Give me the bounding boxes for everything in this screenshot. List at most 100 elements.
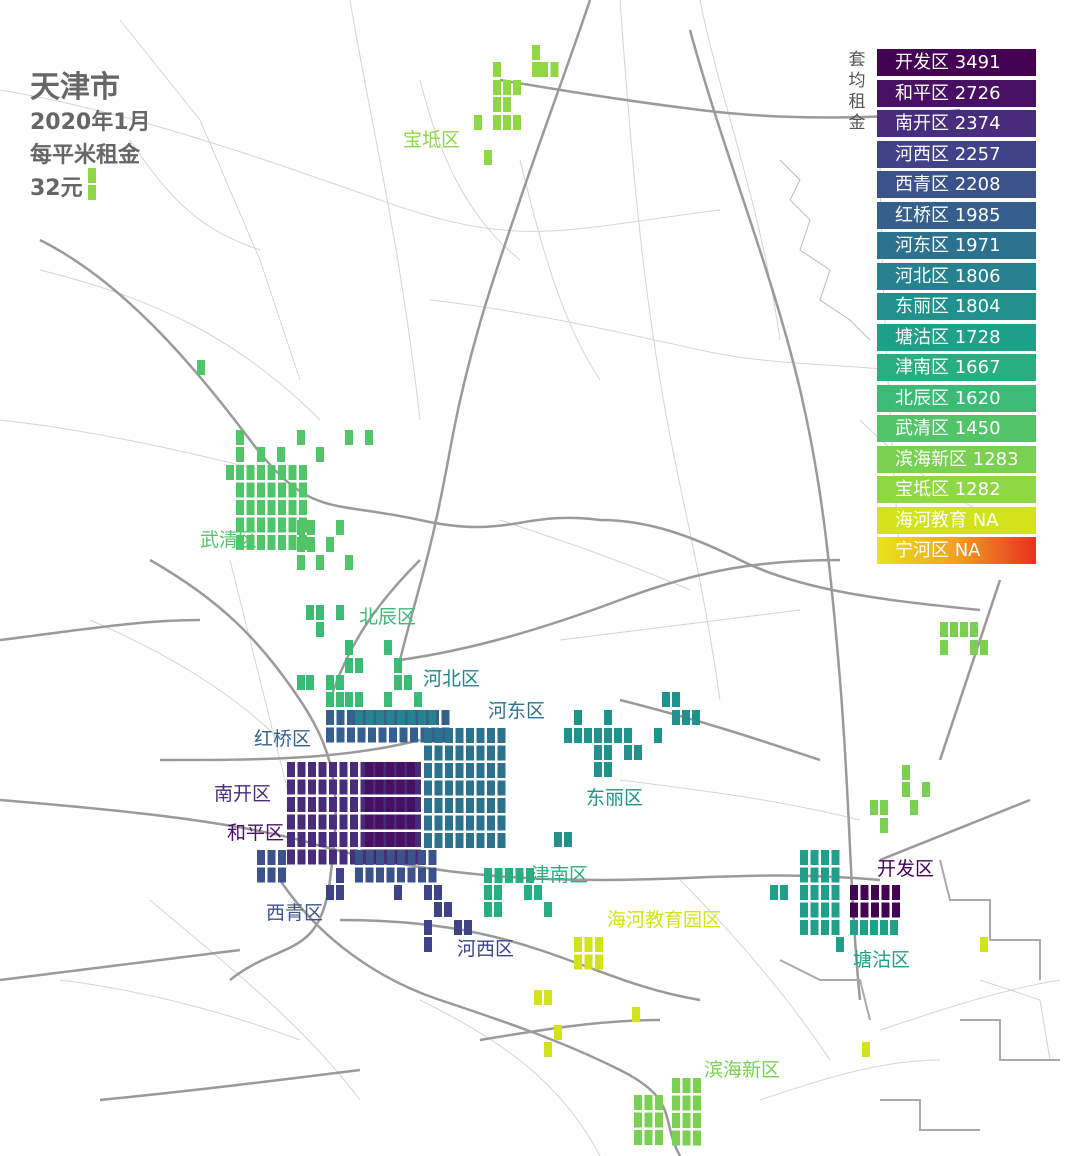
rent-cell <box>644 1130 653 1145</box>
rent-cell <box>360 779 369 795</box>
rent-cell <box>375 814 384 830</box>
rent-cell <box>355 867 363 883</box>
rent-cell <box>441 710 450 725</box>
rent-cell <box>297 797 306 812</box>
legend-item-baodi: 宝坻区 1282 <box>877 476 1036 503</box>
rent-cell <box>970 622 978 637</box>
rent-cell <box>316 447 324 462</box>
rent-cell <box>493 115 501 130</box>
rent-cell <box>365 430 373 445</box>
rent-cell <box>396 762 405 777</box>
legend-item-dongli: 东丽区 1804 <box>877 293 1036 320</box>
rent-cell <box>444 902 452 917</box>
rent-cell <box>445 763 453 778</box>
rent-cell <box>316 555 324 570</box>
rent-cell <box>428 710 437 725</box>
rent-cell <box>476 745 485 761</box>
rent-cell <box>345 430 353 445</box>
rent-cell <box>892 885 900 900</box>
rent-cell <box>386 779 394 795</box>
rent-cell <box>434 763 443 778</box>
rent-cell <box>634 1095 642 1110</box>
rent-cell <box>404 675 412 690</box>
rent-cell <box>850 920 858 935</box>
rent-cell <box>564 832 572 847</box>
rent-cell <box>392 814 400 830</box>
rent-cell <box>424 815 432 831</box>
rent-cell <box>880 818 888 833</box>
rent-cell <box>940 640 948 655</box>
rent-cell <box>307 520 315 535</box>
rent-cell <box>532 62 540 77</box>
rent-cell <box>487 780 495 796</box>
rent-cell <box>287 779 295 795</box>
legend-title: 套均租金 <box>848 50 866 133</box>
rent-cell <box>418 710 426 725</box>
rent-cell <box>445 833 453 848</box>
legend-item-hebei: 河北区 1806 <box>877 262 1036 290</box>
rent-cell <box>336 868 344 883</box>
rent-cell <box>381 762 390 777</box>
rent-cell <box>257 517 265 533</box>
rent-cell <box>329 849 337 865</box>
rent-cell <box>532 45 540 60</box>
port-coastline <box>779 859 1060 1131</box>
rent-cell <box>257 850 265 865</box>
rent-cell <box>424 885 432 900</box>
rent-cell <box>381 849 390 865</box>
rent-cell <box>257 465 265 480</box>
rent-cell <box>434 833 443 848</box>
legend-item-haihe-education: 海河教育 NA <box>877 506 1036 534</box>
rent-cell <box>375 779 384 795</box>
rent-cell <box>476 798 485 813</box>
rent-cell <box>476 728 485 743</box>
district-label-binhai: 滨海新区 <box>704 1059 781 1081</box>
rent-cell <box>655 1112 663 1128</box>
rent-cell <box>526 868 534 883</box>
rent-cell <box>236 535 244 550</box>
rent-cell <box>257 482 265 498</box>
rent-cell <box>318 832 327 847</box>
rent-cell <box>386 867 395 883</box>
rent-cell <box>246 465 255 480</box>
rent-cell <box>672 1113 680 1128</box>
rent-cell <box>810 850 819 865</box>
legend-item-hexi: 河西区 2257 <box>877 140 1036 168</box>
rent-cell <box>624 745 632 760</box>
rent-cell <box>493 62 501 77</box>
rent-cell <box>329 779 337 795</box>
period-label: 2020年1月 <box>30 110 151 135</box>
rent-cell <box>910 800 918 815</box>
rent-cell <box>336 710 345 725</box>
rent-cell <box>376 710 384 725</box>
rent-cell <box>544 1042 552 1057</box>
rent-cell <box>860 902 869 918</box>
rent-cell <box>614 728 622 743</box>
legend-item-tanggu: 塘沽区 1728 <box>877 323 1036 351</box>
rent-cell <box>428 850 437 865</box>
rent-cell <box>407 814 415 830</box>
rent-cell <box>445 745 453 761</box>
rent-cell <box>980 640 988 655</box>
rent-cell <box>396 779 405 795</box>
rent-cell <box>257 535 265 550</box>
rent-cell <box>544 902 552 917</box>
rent-cell <box>503 80 511 95</box>
rent-cell <box>397 850 405 865</box>
rent-cell <box>402 832 411 847</box>
rent-cell <box>497 745 506 761</box>
rent-cell <box>655 1130 663 1145</box>
legend-item-jinnan: 津南区 1667 <box>877 354 1036 381</box>
district-label-hexi: 河西区 <box>457 938 515 960</box>
rent-cell <box>371 814 379 830</box>
rent-cell <box>365 797 373 812</box>
rent-cell <box>693 1078 701 1093</box>
rent-cell <box>634 1112 642 1128</box>
rent-cell <box>634 745 642 760</box>
district-label-wuqing: 武清区 <box>200 529 258 551</box>
rent-cell <box>329 797 337 812</box>
rent-cell <box>384 640 392 655</box>
rent-cell <box>360 762 369 777</box>
rent-cell <box>466 728 474 743</box>
rent-cell <box>484 868 492 883</box>
